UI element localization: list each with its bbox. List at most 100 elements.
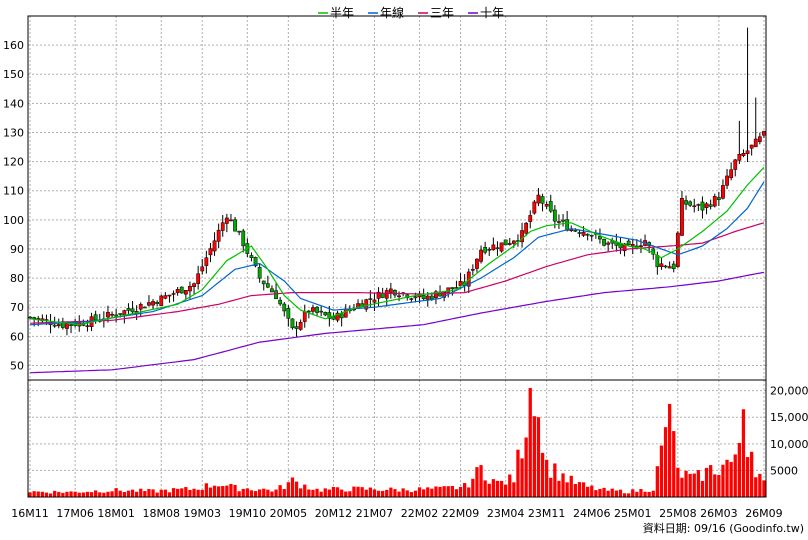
candle-down: [598, 236, 602, 240]
volume-bar: [762, 480, 766, 497]
volume-bar: [225, 485, 229, 497]
candle-down: [249, 255, 254, 258]
volume-bar: [745, 457, 750, 497]
candle-down: [69, 324, 73, 326]
candle-down: [393, 290, 397, 296]
candle-up: [216, 229, 221, 242]
candle-up: [507, 243, 512, 245]
candle-up: [704, 203, 709, 208]
volume-bar: [483, 480, 487, 497]
candle-up: [630, 244, 635, 247]
volume-bar: [278, 485, 282, 497]
candle-up: [737, 153, 742, 161]
volume-bar: [491, 479, 495, 497]
volume-bar: [631, 489, 635, 497]
candle-up: [528, 215, 533, 222]
volume-bar: [733, 454, 737, 497]
candle-down: [306, 310, 311, 313]
plot-frame: [27, 15, 767, 498]
volume-bar: [647, 491, 651, 497]
volume-bar: [557, 480, 561, 497]
volume-bar: [389, 487, 393, 497]
volume-bar: [668, 403, 672, 497]
volume-bar: [352, 486, 356, 497]
candle-down: [278, 299, 283, 305]
volume-bar: [610, 488, 614, 497]
source-note: 資料日期: 09/16 (Goodinfo.tw): [643, 521, 804, 535]
x-tick-label: 21M07: [356, 507, 394, 520]
volume-bar: [89, 492, 94, 497]
volume-bar: [737, 442, 741, 497]
candle-up: [692, 205, 697, 208]
candle-up: [470, 269, 475, 271]
ma-year-line: [30, 181, 765, 326]
volume-bar: [446, 486, 450, 497]
volume-bar: [475, 467, 479, 497]
candle-down: [429, 295, 434, 300]
candle-up: [749, 144, 754, 149]
volume-bar: [545, 459, 549, 497]
candle-up: [425, 295, 430, 300]
candle-up: [733, 159, 738, 170]
volume-bar: [32, 491, 36, 497]
candle-down: [565, 219, 570, 231]
candle-down: [602, 238, 606, 246]
price-tick-label: 130: [3, 126, 24, 139]
candle-up: [364, 299, 369, 310]
volume-bar: [622, 493, 627, 497]
candle-down: [237, 230, 242, 233]
candle-down: [651, 248, 656, 255]
candle-up: [524, 222, 529, 234]
candle-down: [286, 308, 291, 319]
volume-bar: [311, 489, 315, 497]
volume-bar: [77, 492, 81, 497]
volume-bar: [241, 488, 245, 497]
volume-bar: [442, 486, 446, 497]
volume-bar: [253, 491, 258, 497]
volume-bar: [401, 488, 405, 497]
volume-bar: [204, 483, 208, 497]
candle-up: [762, 131, 766, 136]
volume-bar: [504, 484, 508, 497]
candle-down: [241, 230, 246, 247]
candle-up: [757, 136, 762, 143]
price-tick-label: 100: [3, 214, 24, 227]
candle-down: [270, 288, 274, 293]
volume-bar: [618, 489, 623, 497]
volume-bar: [196, 489, 200, 497]
volume-bar: [508, 474, 512, 497]
volume-bar: [741, 409, 746, 497]
candle-up: [557, 221, 561, 223]
volume-bar: [167, 492, 172, 497]
volume-bar: [323, 488, 327, 497]
volume-bar: [700, 480, 705, 497]
candle-down: [315, 306, 319, 313]
volume-bar: [467, 487, 471, 497]
volume-bar: [553, 463, 557, 497]
price-tick-label: 90: [10, 243, 24, 256]
volume-bar: [520, 458, 524, 497]
candle-up: [712, 196, 717, 207]
ma-half-year-line: [30, 166, 765, 326]
candle-down: [495, 247, 500, 249]
candle-down: [483, 246, 488, 253]
volume-bar: [208, 487, 213, 497]
volume-bar: [565, 482, 569, 497]
price-tick-label: 140: [3, 97, 24, 110]
volume-bar: [627, 493, 631, 497]
volume-bar: [635, 491, 639, 497]
volume-bar: [356, 486, 360, 497]
candle-down: [503, 239, 508, 246]
candle-down: [261, 280, 266, 285]
candle-up: [475, 258, 479, 269]
volume-bar: [94, 490, 98, 497]
volume-bar: [680, 477, 684, 497]
candle-down: [28, 316, 32, 319]
x-tick-label: 20M05: [270, 507, 308, 520]
volume-bar: [713, 474, 717, 497]
volume-bar: [758, 473, 762, 497]
candle-down: [380, 293, 385, 298]
candle-down: [142, 306, 147, 309]
volume-bar: [581, 482, 586, 497]
